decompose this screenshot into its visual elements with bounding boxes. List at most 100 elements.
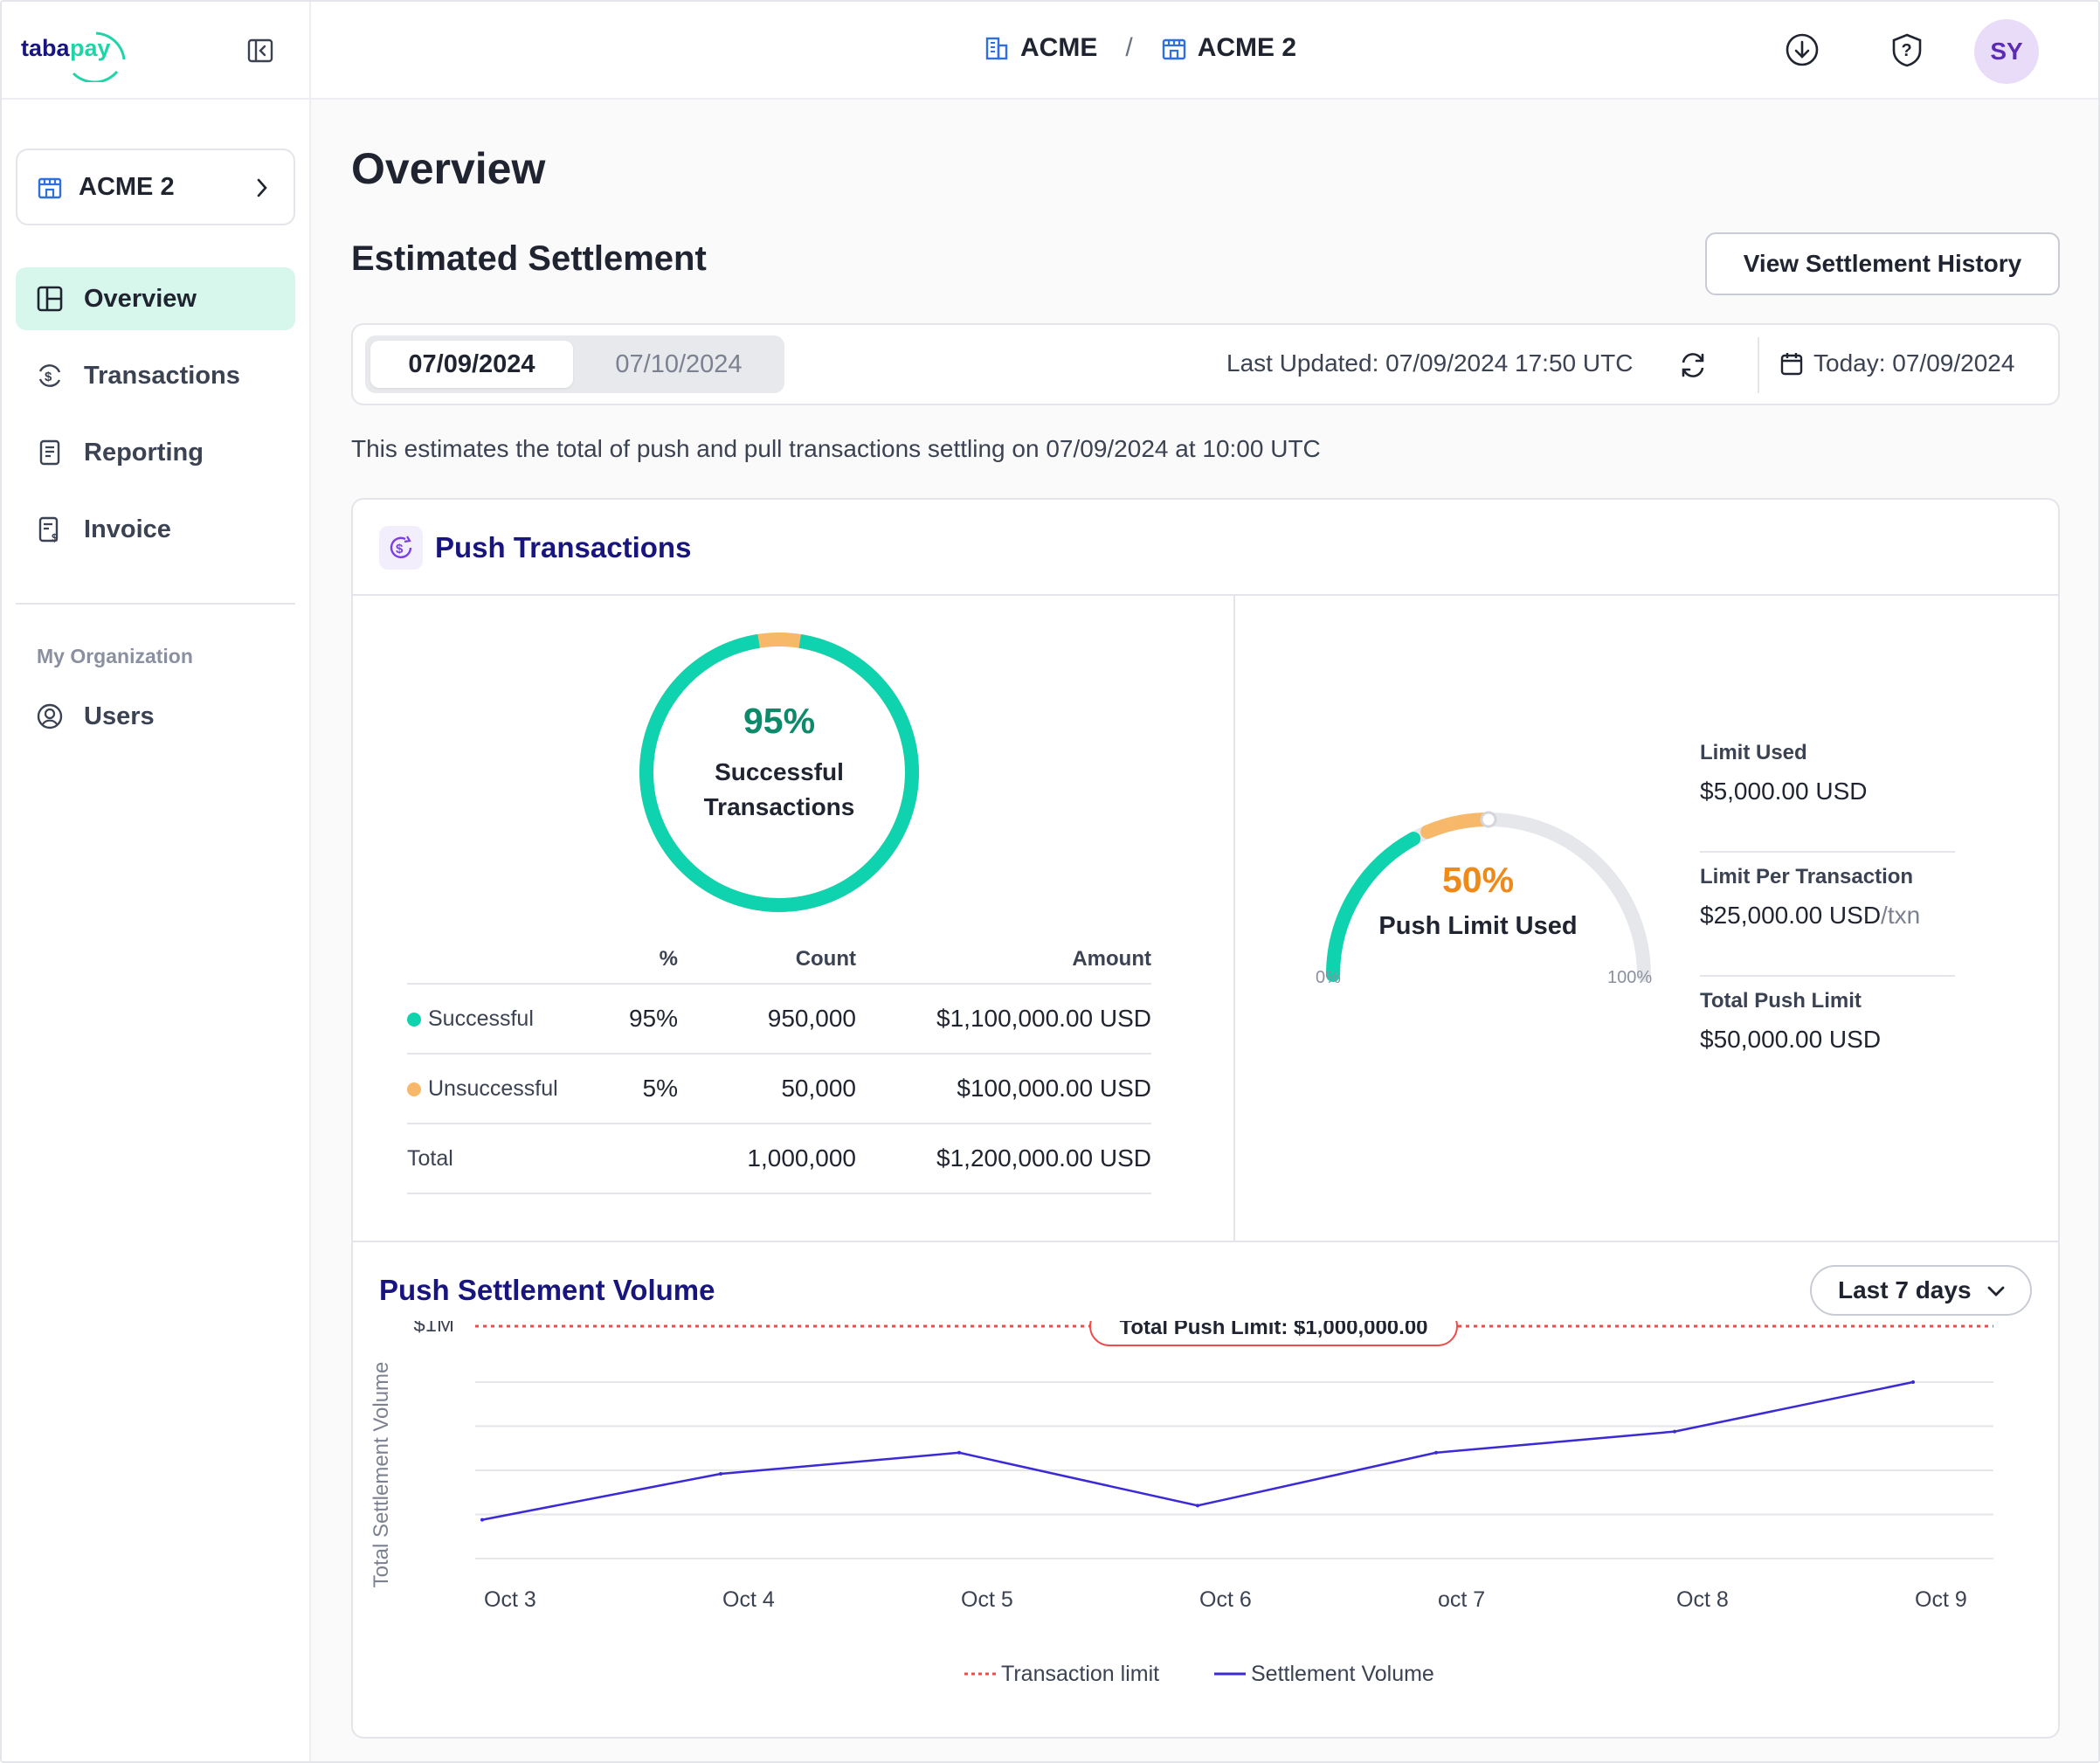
org-nav: Users xyxy=(16,685,295,762)
last-updated-text: Last Updated: 07/09/2024 17:50 UTC xyxy=(1226,349,1634,377)
limit-row: Total Push Limit $50,000.00 USD xyxy=(1700,989,1955,1101)
limit-value-wrap: $25,000.00 USD/txn xyxy=(1700,902,1955,930)
gauge-percent: 50% xyxy=(1441,860,1515,900)
row-label-cell: Successful xyxy=(407,984,615,1054)
volume-chart: Total Settlement Volume $1M Total Push Lim… xyxy=(370,1321,1993,1686)
count-cell: 50,000 xyxy=(678,1054,856,1124)
legend-label: Transaction limit xyxy=(1001,1662,1159,1686)
svg-text:?: ? xyxy=(1902,41,1912,60)
sidebar-item-overview[interactable]: Overview xyxy=(16,267,295,330)
download-icon[interactable] xyxy=(1784,31,1820,68)
limit-row: Limit Used $5,000.00 USD xyxy=(1700,741,1955,853)
column-header: Amount xyxy=(856,935,1151,985)
user-circle-icon xyxy=(37,703,63,729)
series-line-settlement-volume xyxy=(481,1380,1914,1521)
org-switcher[interactable]: ACME 2 xyxy=(16,149,295,225)
x-tick-label: Oct 5 xyxy=(961,1587,1013,1612)
amount-cell: $1,100,000.00 USD xyxy=(856,984,1151,1054)
x-tick-label: Oct 8 xyxy=(1676,1587,1729,1612)
x-tick-label: Oct 9 xyxy=(1915,1587,1967,1612)
limit-label: Total Push Limit xyxy=(1700,989,1862,1013)
limit-value-wrap: $50,000.00 USD xyxy=(1700,1026,1955,1054)
divider xyxy=(1758,337,1759,393)
success-percent: 95% xyxy=(743,701,816,741)
divider xyxy=(353,1241,2058,1242)
chevron-down-icon xyxy=(1987,1286,2005,1296)
sidebar-item-users[interactable]: Users xyxy=(16,685,295,748)
svg-text:$: $ xyxy=(396,542,404,557)
row-label: Unsuccessful xyxy=(428,1075,558,1101)
sidebar-item-label: Transactions xyxy=(84,361,240,390)
limit-label: Limit Per Transaction xyxy=(1700,865,1914,888)
divider xyxy=(1233,596,1235,1241)
limit-badge xyxy=(1089,1321,1458,1346)
sidebar-item-label: Overview xyxy=(84,284,197,313)
gauge-fill-orange xyxy=(1420,812,1496,840)
view-settlement-history-button[interactable]: View Settlement History xyxy=(1705,232,2060,295)
tabapay-logo: taba pay xyxy=(21,31,126,82)
store-icon xyxy=(1161,35,1187,61)
svg-text:$: $ xyxy=(45,370,52,384)
y-axis-label: Total Settlement Volume xyxy=(370,1362,393,1588)
sidebar-item-invoice[interactable]: $ Invoice xyxy=(16,498,295,561)
row-label-cell: Unsuccessful xyxy=(407,1054,615,1124)
limit-label: Limit Used xyxy=(1700,741,1807,764)
x-tick-label: Oct 6 xyxy=(1199,1587,1252,1612)
org-name: ACME 2 xyxy=(79,172,175,201)
data-point xyxy=(1673,1429,1676,1434)
section-title: Estimated Settlement xyxy=(351,239,707,278)
date-tab[interactable]: 07/10/2024 xyxy=(615,349,743,378)
data-point xyxy=(480,1518,484,1522)
row-label: Total xyxy=(407,1123,615,1194)
limit-value: $25,000.00 USD xyxy=(1700,902,1882,929)
gauge-max-label: 100% xyxy=(1607,968,1653,987)
ring-segment-successful xyxy=(639,633,919,912)
success-ring: 95% Successful Transactions xyxy=(632,626,926,919)
x-tick-label: oct 7 xyxy=(1438,1587,1485,1612)
table-row: Successful 95% 950,000 $1,100,000.00 USD xyxy=(407,984,1151,1054)
refresh-icon[interactable] xyxy=(1677,349,1709,381)
success-caption-line: Successful xyxy=(715,758,844,785)
x-tick-label: Oct 3 xyxy=(484,1587,536,1612)
breadcrumb-item-acme2[interactable]: ACME 2 xyxy=(1197,33,1297,62)
breadcrumb: ACME / ACME 2 xyxy=(984,33,1296,63)
dollar-cycle-icon: $ xyxy=(38,364,61,387)
date-range-select[interactable]: Last 7 days xyxy=(1810,1265,2032,1316)
top-header: ACME / ACME 2 ? SY xyxy=(311,2,2098,100)
chevron-right-icon xyxy=(257,178,267,197)
help-icon[interactable]: ? xyxy=(1889,31,1925,68)
date-tab-selected[interactable]: 07/09/2024 xyxy=(370,341,573,388)
sidebar-item-reporting[interactable]: Reporting xyxy=(16,421,295,484)
limits-list: Limit Used $5,000.00 USD Limit Per Trans… xyxy=(1700,729,1955,1101)
status-dot xyxy=(407,1082,421,1096)
gauge-caption: Push Limit Used xyxy=(1378,912,1578,940)
success-caption-line: Transactions xyxy=(703,793,855,820)
limit-value: $5,000.00 USD xyxy=(1700,778,1868,805)
calendar-icon xyxy=(1780,353,1803,376)
breadcrumb-separator: / xyxy=(1125,33,1133,62)
pct-cell: 95% xyxy=(615,984,678,1054)
settlement-description: This estimates the total of push and pul… xyxy=(351,435,1321,462)
logo-text-taba: taba xyxy=(21,35,71,61)
data-point xyxy=(719,1472,722,1476)
collapse-sidebar-icon[interactable] xyxy=(246,37,274,65)
main-content: Overview Estimated Settlement View Settl… xyxy=(311,100,2098,1761)
push-limit-gauge xyxy=(1303,762,1670,1024)
table-row-total: Total 1,000,000 $1,200,000.00 USD xyxy=(407,1123,1151,1194)
avatar[interactable]: SY xyxy=(1974,19,2039,84)
page-title: Overview xyxy=(351,144,546,193)
pct-cell xyxy=(615,1123,678,1194)
svg-text:$: $ xyxy=(52,531,59,544)
sidebar-item-transactions[interactable]: $ Transactions xyxy=(16,344,295,407)
date-range-value: Last 7 days xyxy=(1838,1276,1972,1303)
today-text: Today: 07/09/2024 xyxy=(1813,349,2015,377)
store-icon xyxy=(38,177,62,199)
push-dollar-icon: $ xyxy=(379,526,423,570)
amount-cell: $1,200,000.00 USD xyxy=(856,1123,1151,1194)
divider xyxy=(16,603,295,605)
table-header-row: % Count Amount xyxy=(407,935,1151,985)
date-bar: 07/09/2024 07/10/2024 Last Updated: 07/0… xyxy=(351,323,2060,405)
breadcrumb-item-acme[interactable]: ACME xyxy=(1020,33,1098,62)
card-title: Push Transactions xyxy=(435,531,692,563)
